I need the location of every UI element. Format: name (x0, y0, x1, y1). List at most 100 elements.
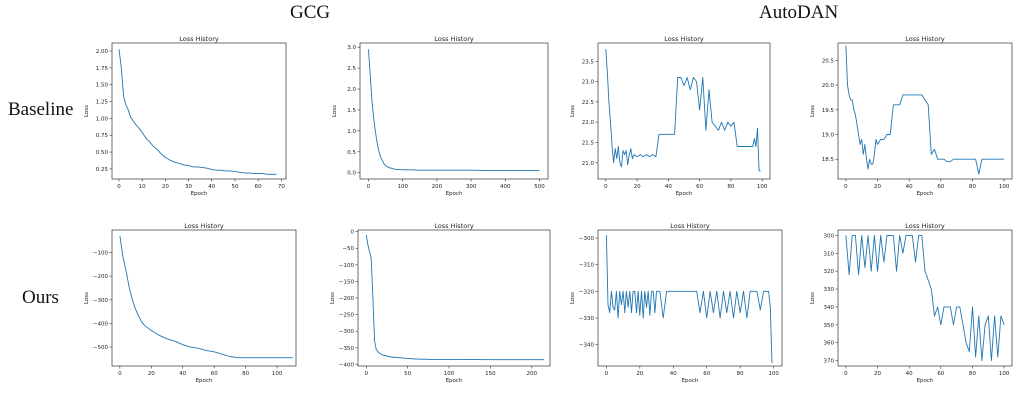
x-tick-label: 20 (162, 184, 169, 190)
x-axis-label: Epoch (676, 191, 693, 197)
gcg-header: GCG (290, 2, 331, 23)
y-tick-label: 0.0 (347, 171, 356, 177)
x-tick-label: 0 (117, 184, 121, 190)
loss-series-line (119, 235, 293, 359)
chart-ours-gcg-1: Loss History 0 20 40 60 80 100 −500 −400 −300 −200… (84, 222, 297, 384)
y-tick-label: 1.00 (96, 116, 109, 122)
y-tick-label: 0.50 (96, 150, 109, 156)
x-tick-label: 40 (670, 371, 677, 377)
x-axis-label: Epoch (917, 191, 934, 197)
plot-frame (837, 229, 1013, 367)
chart-ours-autodan-2: Loss History 0 20 40 60 80 100 370 360 350 340 330 3… (810, 222, 1013, 384)
y-tick-label: −300 (579, 236, 595, 242)
chart-title: Loss History (184, 222, 224, 230)
ours-row-label: Ours (22, 287, 59, 308)
chart-ours-gcg-2: Loss History 0 50 100 150 200 −400 −350 −300 −250… (330, 222, 551, 384)
y-axis-label: Loss (332, 105, 338, 117)
loss-series-line (845, 45, 1005, 175)
x-axis-label: Epoch (446, 378, 463, 384)
x-tick-label: 60 (696, 184, 703, 190)
x-tick-label: 150 (485, 371, 496, 377)
x-axis-label: Epoch (446, 191, 463, 197)
plot-frame (597, 229, 783, 367)
x-tick-label: 40 (179, 371, 186, 377)
y-tick-label: 350 (824, 323, 835, 329)
y-tick-label: 2.00 (96, 49, 109, 55)
x-axis-label: Epoch (682, 378, 699, 384)
y-axis-label: Loss (84, 292, 90, 304)
chart-baseline-autodan-1: Loss History 0 20 40 60 80 100 21.0 21.5 22.0 22.5… (570, 35, 771, 197)
x-tick-label: 40 (906, 184, 913, 190)
chart-title: Loss History (670, 222, 710, 230)
x-tick-label: 80 (242, 371, 249, 377)
y-tick-label: −320 (579, 289, 595, 295)
x-tick-label: 100 (768, 371, 779, 377)
y-axis-label: Loss (810, 105, 816, 117)
y-tick-label: 21.5 (582, 140, 595, 146)
x-tick-label: 60 (937, 184, 944, 190)
y-tick-label: −250 (339, 313, 355, 319)
y-axis-label: Loss (84, 105, 90, 117)
x-tick-label: 200 (432, 184, 443, 190)
y-tick-label: 330 (824, 287, 835, 293)
x-axis-label: Epoch (917, 378, 934, 384)
y-tick-label: 0.75 (96, 133, 109, 139)
x-tick-label: 20 (874, 371, 881, 377)
chart-title: Loss History (664, 35, 704, 43)
x-tick-label: 20 (634, 184, 641, 190)
y-tick-label: −400 (339, 362, 355, 368)
chart-title: Loss History (434, 222, 474, 230)
loss-series-line (605, 49, 761, 172)
x-tick-label: 100 (999, 371, 1010, 377)
plot-frame (111, 229, 297, 367)
y-tick-label: 360 (824, 341, 835, 347)
y-tick-label: 1.50 (96, 83, 109, 89)
x-tick-label: 60 (211, 371, 218, 377)
y-tick-label: 300 (824, 233, 835, 239)
x-tick-label: 80 (969, 184, 976, 190)
y-tick-label: 340 (824, 305, 835, 311)
y-axis-label: Loss (570, 292, 576, 304)
y-tick-label: 23.0 (582, 80, 595, 86)
x-tick-label: 20 (148, 371, 155, 377)
chart-ours-autodan-1: Loss History 0 20 40 60 80 100 −340 −330 −320 −310… (570, 222, 783, 384)
plot-frame (837, 42, 1013, 180)
x-tick-label: 100 (444, 371, 455, 377)
x-tick-label: 40 (208, 184, 215, 190)
x-tick-label: 10 (139, 184, 146, 190)
x-tick-label: 0 (365, 371, 369, 377)
y-tick-label: 21.0 (582, 161, 595, 167)
chart-baseline-autodan-2: Loss History 0 20 40 60 80 100 18.5 19.0 19.5 20.0… (810, 35, 1013, 197)
x-tick-label: 300 (466, 184, 477, 190)
x-tick-label: 20 (874, 184, 881, 190)
y-tick-label: 0.25 (96, 167, 109, 173)
y-axis-label: Loss (330, 292, 336, 304)
y-tick-label: 1.75 (96, 66, 109, 72)
y-tick-label: 3.0 (347, 45, 356, 51)
x-tick-label: 40 (665, 184, 672, 190)
y-tick-label: 1.25 (96, 100, 109, 106)
y-tick-label: 19.5 (822, 108, 835, 114)
chart-title: Loss History (434, 35, 474, 43)
y-tick-label: −200 (93, 274, 109, 280)
chart-baseline-gcg-1: Loss History 0 10 20 30 40 50 60 70 0.25 0.50 0.75 1… (84, 35, 287, 197)
x-tick-label: 60 (255, 184, 262, 190)
x-tick-label: 30 (185, 184, 192, 190)
x-axis-label: Epoch (196, 378, 213, 384)
y-tick-label: 18.5 (822, 157, 835, 163)
autodan-header: AutoDAN (759, 2, 839, 23)
x-tick-label: 0 (367, 184, 371, 190)
y-tick-label: −400 (93, 321, 109, 327)
baseline-row-label: Baseline (8, 99, 74, 120)
y-tick-label: −500 (93, 345, 109, 351)
y-tick-label: −200 (339, 296, 355, 302)
y-tick-label: 20.5 (822, 58, 835, 64)
x-tick-label: 200 (527, 371, 538, 377)
x-tick-label: 80 (737, 371, 744, 377)
x-tick-label: 60 (703, 371, 710, 377)
x-tick-label: 50 (404, 371, 411, 377)
y-tick-label: 310 (824, 251, 835, 257)
x-tick-label: 0 (604, 184, 608, 190)
x-tick-label: 80 (727, 184, 734, 190)
x-tick-label: 0 (118, 371, 122, 377)
